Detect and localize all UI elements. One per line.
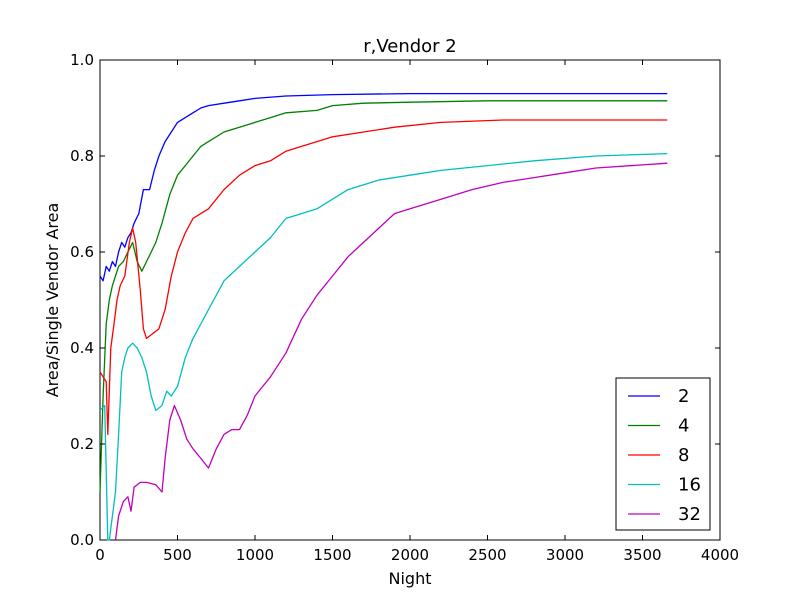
x-tick-label: 0 — [95, 546, 105, 564]
series-line-2 — [99, 92, 668, 282]
series-line-32 — [114, 162, 668, 541]
x-tick-label: 1500 — [313, 546, 351, 564]
series-layer — [99, 92, 668, 541]
y-tick-label: 0.2 — [70, 435, 94, 453]
y-axis-title: Area/Single Vendor Area — [43, 203, 62, 398]
x-axis-title: Night — [389, 569, 432, 588]
y-tick-label: 0.4 — [70, 339, 94, 357]
x-tick-label: 4000 — [701, 546, 739, 564]
legend-label-8: 8 — [678, 445, 689, 466]
x-tick-label: 3500 — [623, 546, 661, 564]
ticks-layer: 0 500 1000 1500 2000 2500 3000 3500 4000 0.0 0.2 0.… — [70, 51, 739, 564]
y-tick-label: 0.6 — [70, 243, 94, 261]
x-tick-label: 500 — [163, 546, 192, 564]
legend-label-4: 4 — [678, 416, 689, 437]
x-tick-label: 3000 — [546, 546, 584, 564]
series-line-4 — [99, 100, 668, 493]
legend-label-32: 32 — [678, 504, 701, 525]
x-tick-label: 1000 — [236, 546, 274, 564]
x-tick-label: 2000 — [391, 546, 429, 564]
y-tick-label: 0.8 — [70, 147, 94, 165]
legend-label-16: 16 — [678, 475, 701, 496]
y-tick-label: 0.0 — [70, 531, 94, 549]
x-tick-label: 2500 — [468, 546, 506, 564]
series-line-16 — [99, 152, 668, 541]
series-line-8 — [99, 119, 668, 436]
legend-label-2: 2 — [678, 386, 689, 407]
chart-title: r,Vendor 2 — [363, 36, 457, 57]
legend-box — [615, 377, 711, 531]
y-tick-label: 1.0 — [70, 51, 94, 69]
legend: 2 4 8 16 32 — [615, 377, 711, 531]
